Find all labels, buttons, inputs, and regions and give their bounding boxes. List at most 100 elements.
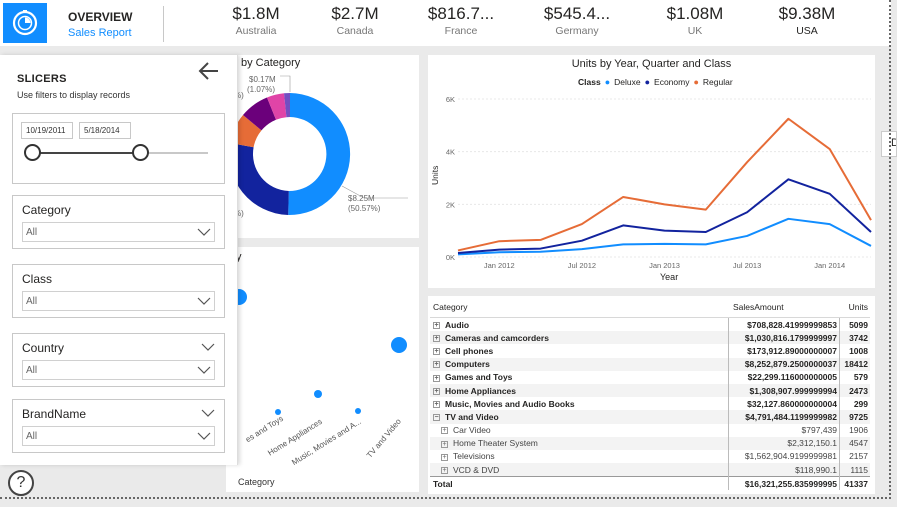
kpi-country: Australia xyxy=(235,25,277,37)
table-row[interactable]: + Games and Toys $22,299.116000000005 579 xyxy=(430,371,870,384)
category-name: Audio xyxy=(445,319,470,330)
expand-toggle-icon[interactable]: + xyxy=(433,335,440,343)
donut-label-big: $8.25M xyxy=(348,194,375,203)
table-cell-sales: $4,791,484.1199999982 xyxy=(745,411,837,422)
donut-slice-cameras[interactable] xyxy=(243,97,276,131)
table-row[interactable]: + Audio $708,828.41999999853 5099 xyxy=(430,318,870,331)
category-dropdown[interactable]: All xyxy=(22,222,215,242)
date-end-input[interactable]: 5/18/2014 xyxy=(79,122,131,139)
date-slider-start-handle[interactable] xyxy=(24,144,41,161)
kpi-value: $816.7... xyxy=(427,4,495,23)
help-icon[interactable]: ? xyxy=(8,470,34,496)
expand-toggle-icon[interactable]: + xyxy=(441,466,448,474)
back-arrow-icon[interactable] xyxy=(196,58,222,84)
class-dropdown[interactable]: All xyxy=(22,291,215,311)
scatter-point[interactable] xyxy=(355,408,361,414)
scatter-point[interactable] xyxy=(391,337,407,353)
chevron-down-icon xyxy=(197,366,211,374)
table-row[interactable]: + Cameras and camcorders $1,030,816.179999… xyxy=(430,331,870,345)
expand-toggle-icon[interactable]: + xyxy=(441,453,448,461)
table-cell-category: + Audio xyxy=(430,320,729,330)
series-line-economy[interactable] xyxy=(457,178,872,255)
kpi-card-usa[interactable]: $9.38M USA xyxy=(752,4,862,37)
slicer-pane: SLICERS Use filters to display records 1… xyxy=(0,55,238,465)
kpi-card-uk[interactable]: $1.08M UK xyxy=(640,4,750,37)
expand-toggle-icon[interactable]: + xyxy=(441,440,448,448)
donut-slice-cell-phones[interactable] xyxy=(284,93,290,118)
category-slicer: Category All xyxy=(12,195,225,249)
expand-toggle-icon[interactable]: + xyxy=(433,348,440,356)
category-name: VCD & DVD xyxy=(453,464,500,475)
kpi-value: $2.7M xyxy=(331,4,379,23)
expand-toggle-icon[interactable]: + xyxy=(433,321,440,329)
brandname-dropdown-value: All xyxy=(26,431,38,442)
nav-divider xyxy=(163,6,164,42)
donut-slice-computers[interactable] xyxy=(288,93,351,216)
date-start-input[interactable]: 10/19/2011 xyxy=(21,122,73,139)
line-chart-card[interactable]: Units by Year, Quarter and Class Class ●… xyxy=(428,55,875,288)
table-cell-units: 1008 xyxy=(849,345,868,356)
kpi-card-france[interactable]: $816.7... France xyxy=(406,4,516,37)
legend-label-deluxe: Deluxe xyxy=(614,77,641,87)
category-name: Televisions xyxy=(453,451,495,462)
kpi-value: $545.4... xyxy=(543,4,611,23)
table-row[interactable]: + Cell phones $173,912.89000000007 1008 xyxy=(430,344,870,357)
expand-toggle-icon[interactable]: + xyxy=(441,427,448,435)
nav-title[interactable]: OVERVIEW xyxy=(68,10,133,24)
expand-toggle-icon[interactable]: + xyxy=(433,374,440,382)
line-chart-x-axis-label: Year xyxy=(660,272,679,282)
table-cell-category: + Music, Movies and Audio Books xyxy=(430,399,729,409)
table-cell-sales: $173,912.89000000007 xyxy=(747,345,837,356)
kpi-country: France xyxy=(444,25,478,37)
expand-toggle-icon[interactable]: + xyxy=(433,387,440,395)
table-cell-units: 299 xyxy=(853,398,868,409)
header-bar: OVERVIEW Sales Report $1.8M Australia $2… xyxy=(0,0,891,46)
chevron-down-icon[interactable] xyxy=(201,408,215,418)
nav-subtitle[interactable]: Sales Report xyxy=(68,27,132,39)
donut-chart-card[interactable]: by Category $0.17M (1.07%) $8.25M (50.57… xyxy=(226,55,419,238)
table-cell-units: 2157 xyxy=(849,451,868,462)
x-tick-label: Jan 2013 xyxy=(649,261,680,270)
table-header-category[interactable]: Category xyxy=(433,301,468,312)
series-line-regular[interactable] xyxy=(457,117,872,252)
donut-slice-tv-video[interactable] xyxy=(228,143,289,215)
category-name: Home Theater System xyxy=(453,438,538,449)
table-child-row[interactable]: + VCD & DVD $118,990.1 1115 xyxy=(430,463,870,477)
donut-slice-audio[interactable] xyxy=(267,93,287,120)
scatter-point[interactable] xyxy=(275,409,281,415)
kpi-card-germany[interactable]: $545.4... Germany xyxy=(522,4,632,37)
table-row[interactable]: − TV and Video $4,791,484.1199999982 9725 xyxy=(430,410,870,424)
table-total-sales: $16,321,255.835999995 xyxy=(744,478,837,489)
table-header-units[interactable]: Units xyxy=(848,301,868,312)
scatter-chart-card[interactable]: y es and Toys Home Appliances Music, Mov… xyxy=(226,247,419,492)
expand-toggle-icon[interactable]: + xyxy=(433,400,440,408)
donut-label-big-pct: (50.57%) xyxy=(348,204,381,213)
table-row[interactable]: + Computers $8,252,879.2500000037 18412 xyxy=(430,357,870,371)
table-cell-units: 4547 xyxy=(849,438,868,449)
table-cell-sales: $1,030,816.1799999997 xyxy=(744,332,837,343)
table-child-row[interactable]: + Televisions $1,562,904.9199999981 2157 xyxy=(430,450,870,463)
report-clock-icon[interactable] xyxy=(3,3,47,43)
chevron-down-icon[interactable] xyxy=(201,342,215,352)
kpi-card-australia[interactable]: $1.8M Australia xyxy=(201,4,311,37)
table-row[interactable]: + Home Appliances $1,308,907.999999994 2473 xyxy=(430,383,870,398)
table-header-sales[interactable]: SalesAmount xyxy=(733,301,784,312)
country-slicer-label: Country xyxy=(22,341,65,355)
brandname-slicer-label: BrandName xyxy=(22,407,87,421)
country-dropdown-value: All xyxy=(26,365,38,376)
scatter-point[interactable] xyxy=(314,390,322,398)
edge-tab[interactable]: D xyxy=(881,131,897,157)
legend-title: Class xyxy=(578,77,601,87)
series-line-deluxe[interactable] xyxy=(457,217,872,256)
table-child-row[interactable]: + Car Video $797,439 1906 xyxy=(430,424,870,437)
table-child-row[interactable]: + Home Theater System $2,312,150.1 4547 xyxy=(430,436,870,450)
category-name: Cell phones xyxy=(445,345,494,356)
kpi-card-canada[interactable]: $2.7M Canada xyxy=(300,4,410,37)
expand-toggle-icon[interactable]: − xyxy=(433,414,440,422)
date-slider-end-handle[interactable] xyxy=(132,144,149,161)
brandname-dropdown[interactable]: All xyxy=(22,426,215,446)
scatter-chart xyxy=(231,289,407,415)
expand-toggle-icon[interactable]: + xyxy=(433,361,440,369)
country-dropdown[interactable]: All xyxy=(22,360,215,380)
table-row[interactable]: + Music, Movies and Audio Books $32,127.86… xyxy=(430,397,870,410)
